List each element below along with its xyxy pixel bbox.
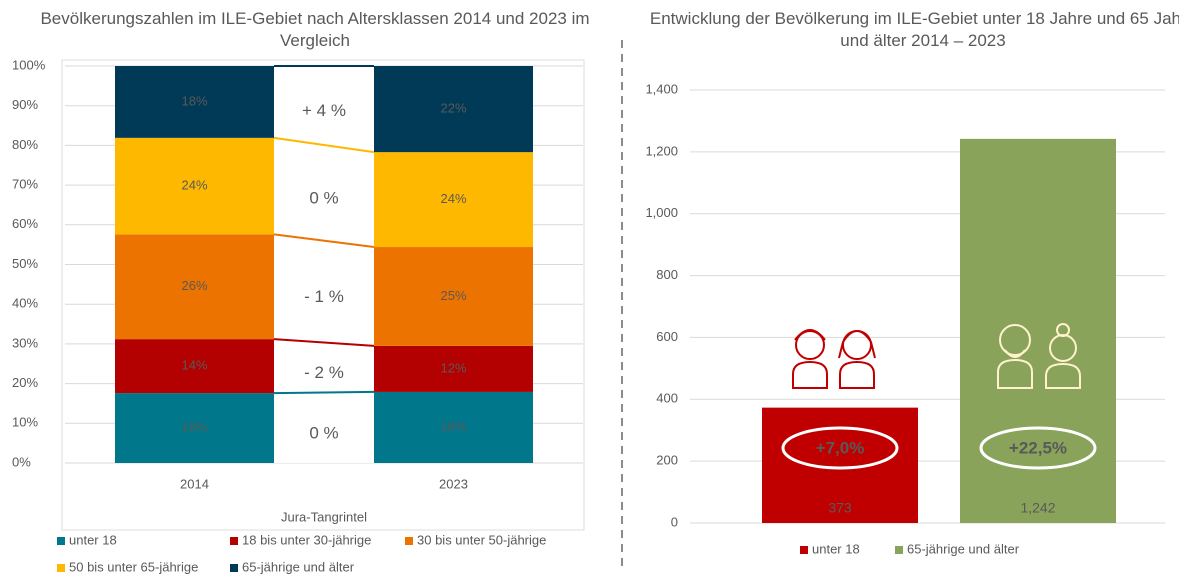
y-tick-label: 200 xyxy=(656,453,678,468)
annotation-ellipse xyxy=(979,426,1097,470)
connector xyxy=(273,233,375,249)
plot-frame xyxy=(61,59,585,531)
bar-segment xyxy=(115,393,274,463)
legend-label: 30 bis unter 50-jährige xyxy=(417,532,546,547)
annotation: - 2 % xyxy=(304,363,344,382)
bar-segment xyxy=(374,391,533,463)
y-tick-label: 80% xyxy=(12,137,38,152)
bar-segment xyxy=(374,66,533,153)
bar xyxy=(960,138,1116,524)
y-tick-label: 1,400 xyxy=(645,81,678,96)
y-tick-label: 30% xyxy=(12,335,38,350)
gap xyxy=(274,66,374,463)
data-label: 26% xyxy=(181,278,207,293)
y-tick-label: 600 xyxy=(656,329,678,344)
legend-swatch xyxy=(57,537,65,545)
legend-swatch xyxy=(895,546,903,554)
data-label: 18% xyxy=(181,93,207,108)
x-axis-label: Jura-Tangrintel xyxy=(281,509,367,524)
legend-swatch xyxy=(405,537,413,545)
chart-title: Bevölkerungszahlen im ILE-Gebiet nach Al… xyxy=(40,9,590,50)
y-tick-label: 0% xyxy=(12,454,31,469)
annotation: 0 % xyxy=(309,423,338,442)
y-tick-label: 90% xyxy=(12,97,38,112)
legend-label: 18 bis unter 30-jährige xyxy=(242,532,371,547)
bar-segment xyxy=(115,137,274,235)
data-label: 1,242 xyxy=(1020,500,1055,516)
y-tick-label: 60% xyxy=(12,216,38,231)
legend-label: unter 18 xyxy=(69,532,117,547)
legend-label: unter 18 xyxy=(812,541,860,556)
data-label: 18% xyxy=(181,420,207,435)
data-label: 14% xyxy=(181,358,207,373)
bar-segment xyxy=(115,66,274,138)
data-label: 24% xyxy=(440,191,466,206)
icons-seniors xyxy=(997,323,1081,389)
legend-swatch xyxy=(230,564,238,572)
legend-swatch xyxy=(230,537,238,545)
bar-segment xyxy=(374,345,533,392)
data-label: 12% xyxy=(440,360,466,375)
connector xyxy=(273,390,375,395)
bar-segment xyxy=(374,152,533,248)
connector xyxy=(273,338,375,347)
y-tick-label: 70% xyxy=(12,177,38,192)
y-tick-label: 400 xyxy=(656,391,678,406)
legend-swatch xyxy=(57,564,65,572)
annotation: 0 % xyxy=(309,188,338,207)
bar-segment xyxy=(374,247,533,346)
legend-label: 50 bis unter 65-jährige xyxy=(69,559,198,574)
x-tick-label: 2023 xyxy=(439,476,468,491)
y-tick-label: 800 xyxy=(656,267,678,282)
y-tick-label: 0 xyxy=(671,514,678,529)
data-label: 373 xyxy=(828,500,852,516)
legend-label: 65-jährige und älter xyxy=(907,541,1020,556)
y-tick-label: 10% xyxy=(12,415,38,430)
icons-children xyxy=(792,329,876,389)
y-tick-label: 50% xyxy=(12,256,38,271)
y-tick-label: 100% xyxy=(12,57,46,72)
bar-segment xyxy=(115,339,274,394)
y-tick-label: 1,200 xyxy=(645,143,678,158)
annotation-ellipse xyxy=(781,426,899,470)
data-label: 18% xyxy=(440,419,466,434)
annotation: +22,5% xyxy=(1009,438,1067,457)
bar-segment xyxy=(115,234,274,340)
data-label: 25% xyxy=(440,288,466,303)
legend-swatch xyxy=(800,546,808,554)
annotation: - 1 % xyxy=(304,287,344,306)
connector xyxy=(273,136,375,154)
data-label: 22% xyxy=(440,101,466,116)
y-tick-label: 40% xyxy=(12,296,38,311)
chart-title: Entwicklung der Bevölkerung im ILE-Gebie… xyxy=(649,9,1179,50)
data-label: 24% xyxy=(181,178,207,193)
x-tick-label: 2014 xyxy=(180,476,209,491)
annotation: + 4 % xyxy=(302,101,346,120)
legend-label: 65-jährige und älter xyxy=(242,559,355,574)
y-tick-label: 1,000 xyxy=(645,205,678,220)
annotation: +7,0% xyxy=(816,438,865,457)
y-tick-label: 20% xyxy=(12,375,38,390)
